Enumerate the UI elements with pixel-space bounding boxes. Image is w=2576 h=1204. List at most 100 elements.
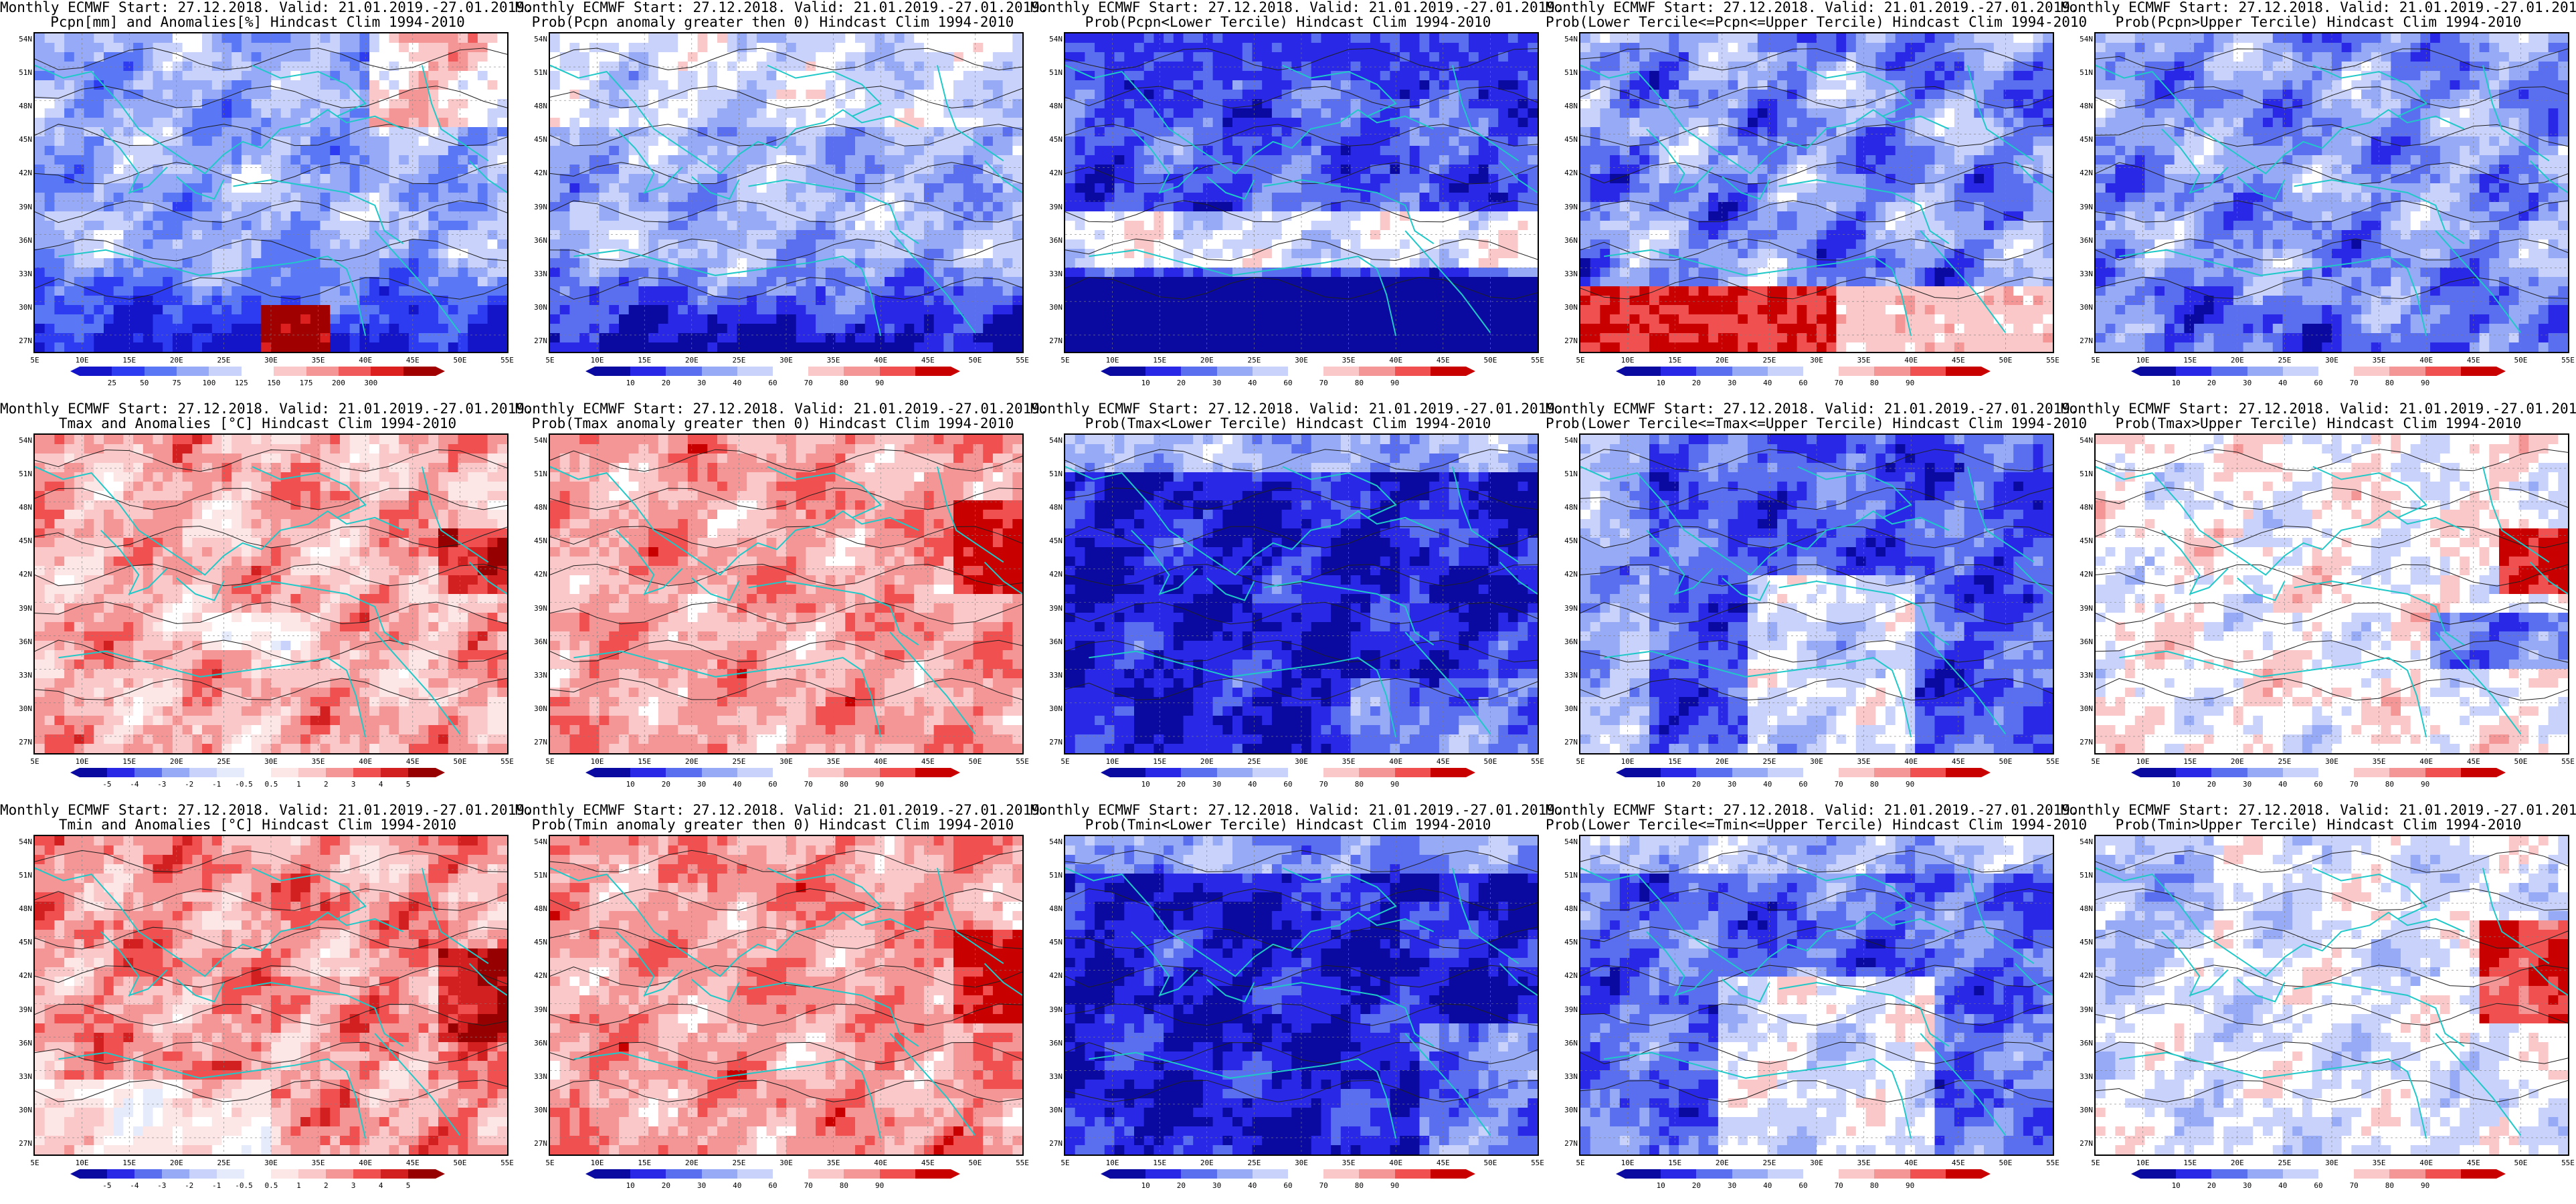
field-cell (192, 80, 203, 90)
field-cell (855, 221, 866, 231)
field-cell (756, 239, 767, 249)
field-cell (232, 333, 242, 343)
field-cell (1271, 146, 1283, 156)
field-cell (1262, 136, 1273, 146)
field-cell (487, 165, 498, 175)
field-cell (163, 333, 173, 343)
field-cell (569, 193, 580, 203)
field-cell (619, 277, 630, 287)
field-cell (1528, 90, 1538, 100)
field-cell (923, 33, 935, 43)
field-cell (1085, 221, 1095, 231)
field-cell (143, 324, 154, 334)
field-cell (599, 62, 610, 72)
field-cell (747, 314, 757, 324)
field-cell (428, 43, 439, 53)
field-cell (619, 296, 630, 306)
field-cell (559, 183, 570, 193)
field-cell (1252, 230, 1263, 240)
field-cell (280, 165, 291, 175)
field-cell (1439, 268, 1450, 278)
field-cell (668, 52, 678, 62)
field-cell (104, 342, 114, 352)
field-cell (369, 286, 380, 296)
field-cell (163, 286, 173, 296)
field-cell (35, 183, 45, 193)
field-cell (271, 155, 282, 165)
field-cell (717, 314, 728, 324)
field-cell (875, 202, 885, 212)
field-cell (806, 342, 816, 352)
field-cell (983, 286, 994, 296)
field-cell (1262, 80, 1273, 90)
field-cell (894, 277, 905, 287)
field-cell (477, 314, 488, 324)
field-cell (94, 146, 104, 156)
field-cell (1075, 193, 1085, 203)
field-cell (1517, 221, 1528, 231)
field-cell (74, 230, 85, 240)
field-cell (894, 202, 905, 212)
field-cell (727, 99, 738, 109)
field-cell (923, 314, 935, 324)
field-cell (74, 305, 85, 315)
field-cell (1517, 136, 1528, 146)
lon-label: 5E (1052, 356, 1079, 365)
field-cell (143, 193, 154, 203)
field-cell (389, 268, 399, 278)
field-cell (418, 193, 429, 203)
field-cell (1429, 249, 1440, 259)
field-cell (251, 239, 262, 249)
field-cell (737, 305, 747, 315)
field-cell (232, 80, 242, 90)
field-cell (638, 230, 649, 240)
field-cell (1370, 314, 1381, 324)
field-cell (418, 249, 429, 259)
field-cell (737, 146, 747, 156)
field-cell (1370, 221, 1381, 231)
field-cell (408, 146, 420, 156)
field-cell (885, 71, 895, 81)
field-cell (1380, 43, 1390, 53)
field-cell (1095, 146, 1105, 156)
lon-label: 55E (494, 356, 521, 365)
field-cell (1114, 193, 1125, 203)
field-cell (589, 268, 600, 278)
field-cell (399, 342, 409, 352)
field-cell (94, 165, 104, 175)
field-cell (609, 230, 620, 240)
field-cell (1232, 296, 1243, 306)
field-cell (1281, 118, 1292, 128)
field-cell (1360, 90, 1371, 100)
field-cell (609, 118, 620, 128)
field-cell (35, 211, 45, 221)
field-cell (1459, 33, 1469, 43)
field-cell (1193, 277, 1204, 287)
field-cell (320, 239, 331, 249)
field-cell (133, 127, 144, 137)
field-cell (796, 71, 806, 81)
field-cell (1124, 99, 1135, 109)
field-cell (399, 80, 409, 90)
field-cell (261, 193, 272, 203)
field-cell (697, 305, 708, 315)
field-cell (448, 286, 459, 296)
field-cell (438, 342, 449, 352)
field-cell (697, 90, 708, 100)
field-cell (232, 211, 242, 221)
field-cell (428, 211, 439, 221)
field-cell (1262, 258, 1273, 268)
lon-label: 15E (631, 356, 658, 365)
field-cell (84, 165, 94, 175)
field-cell (1439, 71, 1450, 81)
field-cell (1321, 136, 1331, 146)
field-cell (1409, 108, 1420, 118)
field-cell (1301, 277, 1312, 287)
field-cell (1429, 146, 1440, 156)
field-cell (599, 324, 610, 334)
field-cell (1002, 90, 1013, 100)
field-cell (153, 183, 163, 193)
field-cell (1281, 305, 1292, 315)
field-cell (1222, 324, 1233, 334)
field-cell (1419, 90, 1430, 100)
